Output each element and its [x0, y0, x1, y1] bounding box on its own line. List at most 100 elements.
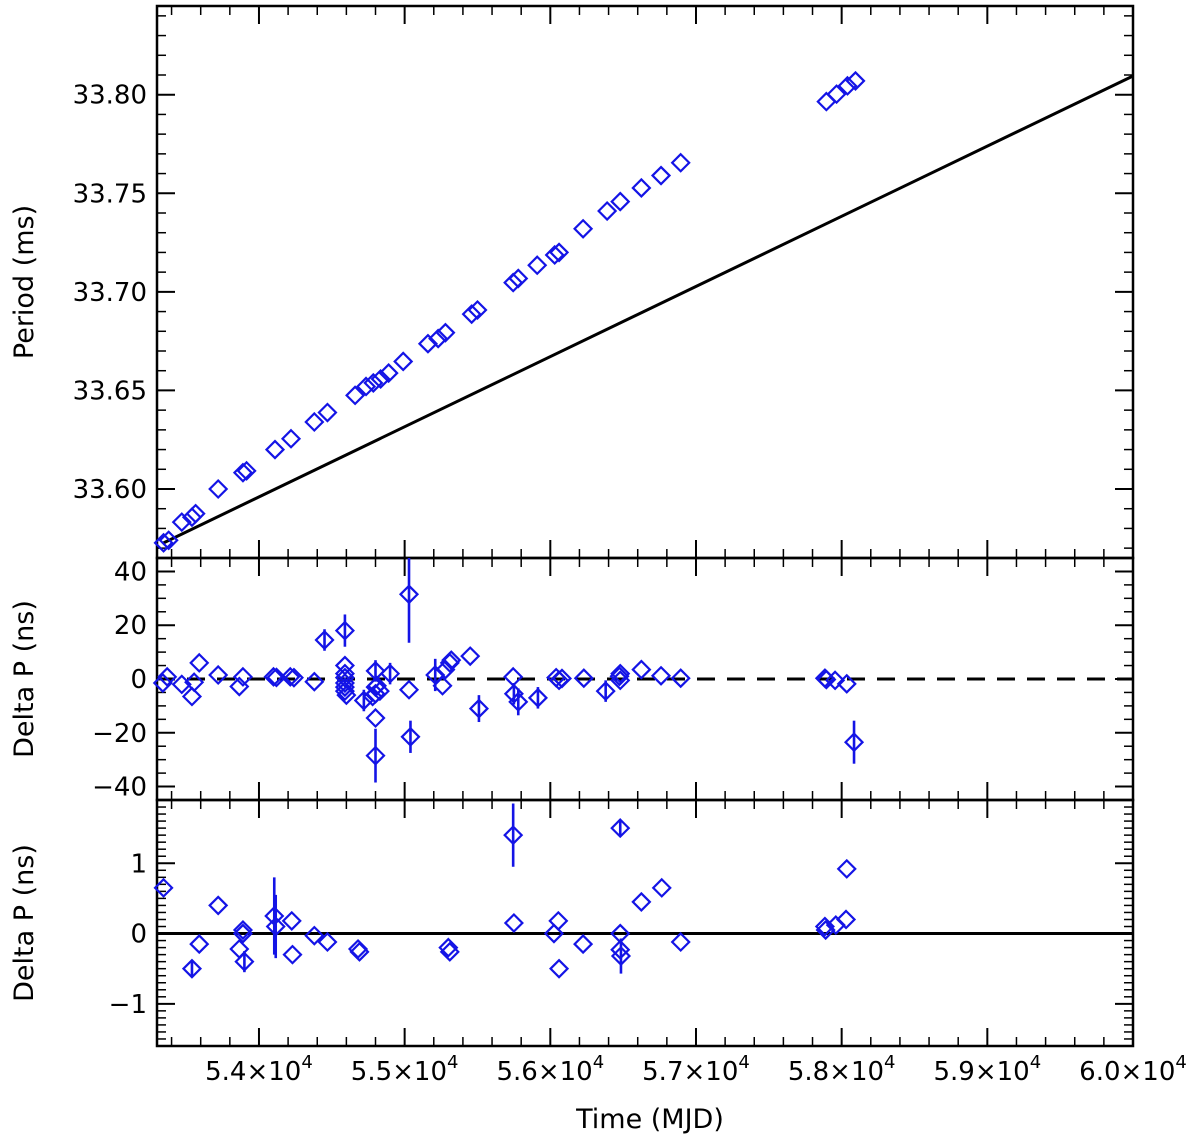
data-point	[264, 439, 286, 460]
data-point	[815, 919, 836, 941]
data-point	[304, 411, 325, 433]
data-point	[503, 666, 524, 687]
data-point	[503, 912, 524, 934]
data-point	[208, 895, 229, 916]
x-tick-label: 5.7×104	[642, 1052, 750, 1087]
data-point	[527, 687, 548, 708]
data-point	[334, 681, 355, 702]
data-point	[503, 272, 524, 293]
data-point	[508, 691, 529, 712]
data-point	[232, 666, 254, 687]
panel-frame	[155, 798, 1135, 1048]
data-point	[365, 707, 386, 729]
data-point	[503, 825, 524, 846]
data-point	[378, 363, 399, 384]
data-point	[609, 666, 630, 687]
data-point	[363, 372, 384, 393]
data-point	[837, 75, 858, 96]
y-tick-label: 33.65	[73, 376, 147, 406]
data-point	[370, 368, 391, 390]
data-point	[334, 667, 355, 688]
data-point	[573, 668, 594, 689]
data-point	[597, 200, 618, 222]
data-point	[280, 666, 301, 687]
data-point	[461, 304, 482, 325]
y-axis-label: Delta P (ns)	[9, 600, 40, 758]
data-point	[460, 646, 481, 667]
data-point	[432, 675, 453, 696]
y-tick-label: 40	[114, 557, 147, 587]
data-point	[573, 934, 594, 955]
y-tick-label: 33.60	[73, 475, 147, 505]
data-point	[334, 677, 355, 698]
data-point	[266, 667, 287, 688]
data-point	[551, 668, 573, 689]
y-tick-label: 0	[130, 920, 147, 950]
x-tick-label: 5.5×104	[351, 1052, 459, 1087]
x-tick-label: 5.8×104	[788, 1052, 896, 1087]
data-point	[650, 165, 672, 186]
data-point	[670, 931, 691, 953]
y-tick-label: −40	[92, 773, 147, 803]
y-tick-label: 1	[130, 849, 147, 879]
data-point	[314, 629, 335, 651]
panel-delta-p-residual: 40 20 0 −20 −40 Delta P (ns)	[9, 556, 1135, 803]
data-point	[355, 376, 377, 397]
data-point	[232, 919, 254, 941]
data-point	[527, 255, 548, 276]
x-tick-label: 6.0×104	[1079, 1052, 1187, 1087]
data-point	[650, 665, 672, 686]
data-point	[280, 428, 302, 449]
x-tick-label: 5.6×104	[496, 1052, 604, 1087]
data-point	[153, 877, 174, 898]
data-point	[263, 666, 284, 687]
data-point	[595, 681, 616, 702]
data-point	[345, 385, 366, 406]
y-axis-label: Period (ms)	[9, 205, 40, 359]
data-point	[380, 663, 401, 684]
data-point	[283, 667, 304, 688]
data-point	[181, 686, 203, 707]
data-point	[393, 351, 414, 372]
data-point	[157, 666, 178, 687]
data-point	[234, 951, 255, 972]
data-point	[438, 937, 459, 958]
data-point	[282, 944, 303, 965]
data-point	[349, 941, 370, 962]
data-point	[441, 650, 462, 671]
data-point	[651, 877, 672, 898]
data-point	[189, 934, 210, 955]
data-point	[631, 659, 652, 680]
data-point	[825, 670, 846, 691]
y-tick-label: 20	[114, 611, 147, 641]
data-point	[236, 460, 257, 481]
y-tick-label: −20	[92, 719, 147, 749]
data-point	[835, 909, 857, 930]
data-point	[185, 503, 206, 524]
data-point	[208, 664, 229, 686]
y-tick-label: 33.70	[73, 278, 147, 308]
fit-line	[162, 74, 1134, 545]
x-tick-label: 5.9×104	[933, 1052, 1041, 1087]
data-point	[184, 672, 205, 693]
data-point	[181, 958, 203, 979]
data-point	[398, 584, 420, 605]
data-point	[417, 333, 439, 354]
data-point	[152, 672, 173, 694]
data-point	[610, 945, 632, 967]
data-point	[573, 218, 594, 239]
data-point	[548, 958, 570, 979]
data-point	[281, 910, 302, 931]
data-point	[365, 745, 386, 766]
data-point	[264, 905, 285, 927]
data-point	[508, 268, 529, 289]
data-point	[845, 70, 866, 91]
data-point	[398, 679, 420, 700]
data-point	[468, 698, 489, 719]
y-tick-label: −1	[109, 990, 147, 1020]
data-point	[610, 670, 631, 691]
panel-period: 33.60 33.65 33.70 33.75 33.80 Period (ms)	[9, 4, 1135, 560]
data-point	[826, 84, 847, 105]
